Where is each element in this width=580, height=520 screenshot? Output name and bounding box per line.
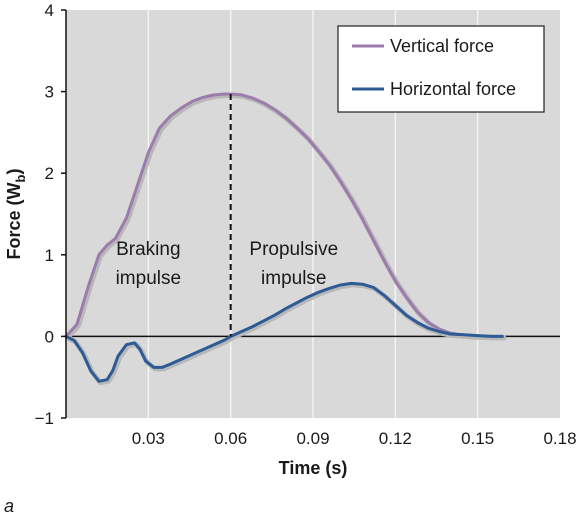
annotation-1: Propulsive impulse — [249, 239, 338, 289]
x-tick-label-5: 0.18 — [543, 429, 576, 448]
y-tick-label-2: 1 — [45, 246, 54, 265]
annotation-0-line1: Braking — [116, 239, 180, 260]
y-tick-label-5: 4 — [45, 1, 54, 20]
y-tick-label-1: 0 — [45, 327, 54, 346]
series-line-vertical-force — [64, 92, 504, 338]
x-tick-label-4: 0.15 — [461, 429, 494, 448]
y-tick-labels: −1 0 1 2 3 4 — [35, 1, 66, 428]
series-layer — [64, 92, 507, 386]
legend-label-vertical-force: Vertical force — [390, 36, 494, 56]
annotation-1-line2: impulse — [261, 268, 326, 289]
y-tick-label-4: 3 — [45, 83, 54, 102]
legend-label-horizontal-force: Horizontal force — [390, 79, 516, 99]
annotation-1-line1: Propulsive — [249, 239, 338, 260]
y-axis-title-main: Force (W — [4, 182, 24, 259]
legend-box — [337, 25, 545, 113]
x-tick-label-1: 0.06 — [214, 429, 247, 448]
y-tick-label-3: 2 — [45, 164, 54, 183]
annotations: Braking impulse Propulsive impulse — [116, 239, 339, 289]
y-tick-label-0: −1 — [35, 409, 54, 428]
annotation-0: Braking impulse — [116, 239, 181, 289]
panel-label: a — [4, 496, 14, 516]
x-tick-label-0: 0.03 — [132, 429, 165, 448]
y-axis-title: Force (Wb) — [4, 169, 28, 260]
y-axis-title-subscript: b — [13, 174, 28, 182]
x-tick-labels: 0.03 0.06 0.09 0.12 0.15 0.18 — [132, 429, 577, 448]
series-line-horizontal-force — [64, 281, 504, 383]
legend: Vertical force Horizontal force — [337, 25, 545, 113]
x-tick-label-2: 0.09 — [296, 429, 329, 448]
x-tick-label-3: 0.12 — [379, 429, 412, 448]
annotation-0-line2: impulse — [116, 268, 181, 289]
x-axis-title: Time (s) — [279, 458, 348, 478]
y-axis-title-close: ) — [4, 169, 24, 175]
